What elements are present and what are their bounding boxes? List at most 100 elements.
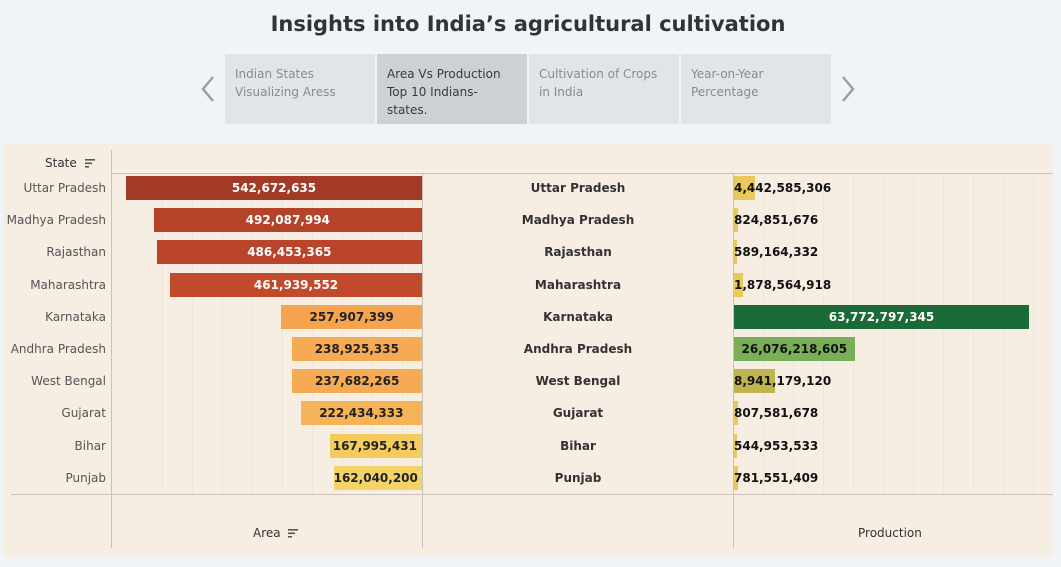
state-label: Uttar Pradesh xyxy=(23,181,106,195)
state-name: Uttar Pradesh xyxy=(530,181,626,195)
area-bar[interactable] xyxy=(333,465,422,490)
bottom-divider xyxy=(11,494,1053,495)
production-bar[interactable] xyxy=(734,176,755,200)
gridline xyxy=(402,174,403,494)
production-bar[interactable] xyxy=(734,272,743,297)
area-axis-line xyxy=(422,174,423,548)
gridline xyxy=(763,174,764,494)
area-bar[interactable] xyxy=(281,304,422,329)
state-name: Maharashtra xyxy=(534,277,622,292)
gridline xyxy=(913,174,914,494)
gridline xyxy=(192,174,193,494)
sort-icon[interactable] xyxy=(84,159,95,168)
production-value-label: 26,076,218,605 xyxy=(741,342,848,356)
gridline xyxy=(342,174,343,494)
state-name: West Bengal xyxy=(535,374,621,389)
gridline xyxy=(1033,174,1034,494)
prev-tab-button[interactable] xyxy=(196,72,220,106)
production-axis-title: Production xyxy=(858,526,922,540)
state-name: Rajasthan xyxy=(544,245,612,260)
state-label: West Bengal xyxy=(31,374,106,389)
area-value-label: 237,682,265 xyxy=(315,374,400,389)
gridline xyxy=(372,174,373,494)
area-value-label: 238,925,335 xyxy=(314,342,399,356)
chevron-left-icon xyxy=(201,76,214,102)
production-bar[interactable] xyxy=(734,304,1029,329)
state-name: Bihar xyxy=(560,438,596,453)
gridline xyxy=(1003,174,1004,494)
gridline xyxy=(883,174,884,494)
production-bar[interactable] xyxy=(734,433,737,458)
production-bar[interactable] xyxy=(734,369,776,394)
production-value-label: 63,772,797,345 xyxy=(828,309,935,324)
area-bar[interactable] xyxy=(330,433,422,458)
area-value-label: 492,087,994 xyxy=(245,213,330,228)
production-value-label: 4,442,585,306 xyxy=(734,181,832,195)
area-bar[interactable] xyxy=(170,272,422,297)
state-label: Rajasthan xyxy=(46,245,106,260)
production-value-label: 8,941,179,120 xyxy=(734,374,832,389)
area-value-label: 461,939,552 xyxy=(253,277,339,292)
production-bar[interactable] xyxy=(734,208,738,233)
state-name: Punjab xyxy=(554,470,602,485)
gridline xyxy=(252,174,253,494)
area-bar[interactable] xyxy=(292,369,422,394)
area-bar[interactable] xyxy=(153,208,422,233)
production-value-label: 824,851,676 xyxy=(734,213,819,228)
gridline xyxy=(793,174,794,494)
sort-icon[interactable] xyxy=(288,529,299,538)
state-column-divider xyxy=(111,150,112,548)
next-tab-button[interactable] xyxy=(836,72,860,106)
gridline xyxy=(823,174,824,494)
area-bar[interactable] xyxy=(300,401,422,426)
production-value-label: 544,953,533 xyxy=(734,438,819,453)
production-bar[interactable] xyxy=(734,401,738,426)
production-axis-line xyxy=(733,174,734,548)
state-header-label: State xyxy=(45,156,77,170)
area-value-label: 162,040,200 xyxy=(333,470,418,485)
header-divider xyxy=(111,173,1053,174)
area-axis-label: Area xyxy=(253,526,281,540)
production-bar[interactable] xyxy=(734,465,738,490)
tab-cultivation-of-crops[interactable]: Cultivation of Crops in India xyxy=(529,54,679,124)
state-label: Karnataka xyxy=(45,309,106,324)
chevron-right-icon xyxy=(842,76,855,102)
state-name: Karnataka xyxy=(543,309,613,324)
area-bar[interactable] xyxy=(156,240,422,265)
gridline xyxy=(943,174,944,494)
dashboard-title: Insights into India’s agricultural culti… xyxy=(270,12,786,36)
state-label: Madhya Pradesh xyxy=(6,213,106,228)
area-value-label: 167,995,431 xyxy=(332,438,417,453)
area-axis-title[interactable]: Area xyxy=(253,526,299,540)
production-value-label: 1,878,564,918 xyxy=(734,277,832,292)
gridline xyxy=(312,174,313,494)
area-bar[interactable] xyxy=(291,337,422,361)
tab-year-on-year[interactable]: Year-on-Year Percentage xyxy=(681,54,831,124)
gridline xyxy=(282,174,283,494)
state-label: Maharashtra xyxy=(30,277,106,292)
gridline xyxy=(222,174,223,494)
area-value-label: 222,434,333 xyxy=(319,406,404,421)
state-header[interactable]: State xyxy=(45,156,95,170)
state-label: Punjab xyxy=(65,470,106,485)
state-label: Gujarat xyxy=(61,406,106,421)
area-value-label: 542,672,635 xyxy=(231,181,317,195)
state-name: Gujarat xyxy=(552,406,604,421)
production-value-label: 589,164,332 xyxy=(734,245,819,260)
state-label: Bihar xyxy=(74,438,106,453)
area-value-label: 486,453,365 xyxy=(247,245,332,260)
state-name: Andhra Pradesh xyxy=(523,342,633,356)
gridline xyxy=(853,174,854,494)
gridline xyxy=(162,174,163,494)
production-bar[interactable] xyxy=(734,337,855,361)
area-bar[interactable] xyxy=(126,176,422,200)
production-bar[interactable] xyxy=(734,240,737,265)
gridline xyxy=(973,174,974,494)
production-value-label: 781,551,409 xyxy=(734,470,819,485)
area-value-label: 257,907,399 xyxy=(309,309,394,324)
state-name: Madhya Pradesh xyxy=(521,213,635,228)
production-value-label: 807,581,678 xyxy=(734,406,819,421)
state-label: Andhra Pradesh xyxy=(10,342,106,356)
tab-indian-states[interactable]: Indian States Visualizing Aress xyxy=(225,54,375,124)
tab-area-vs-production[interactable]: Area Vs Production Top 10 Indians-states… xyxy=(377,54,527,124)
